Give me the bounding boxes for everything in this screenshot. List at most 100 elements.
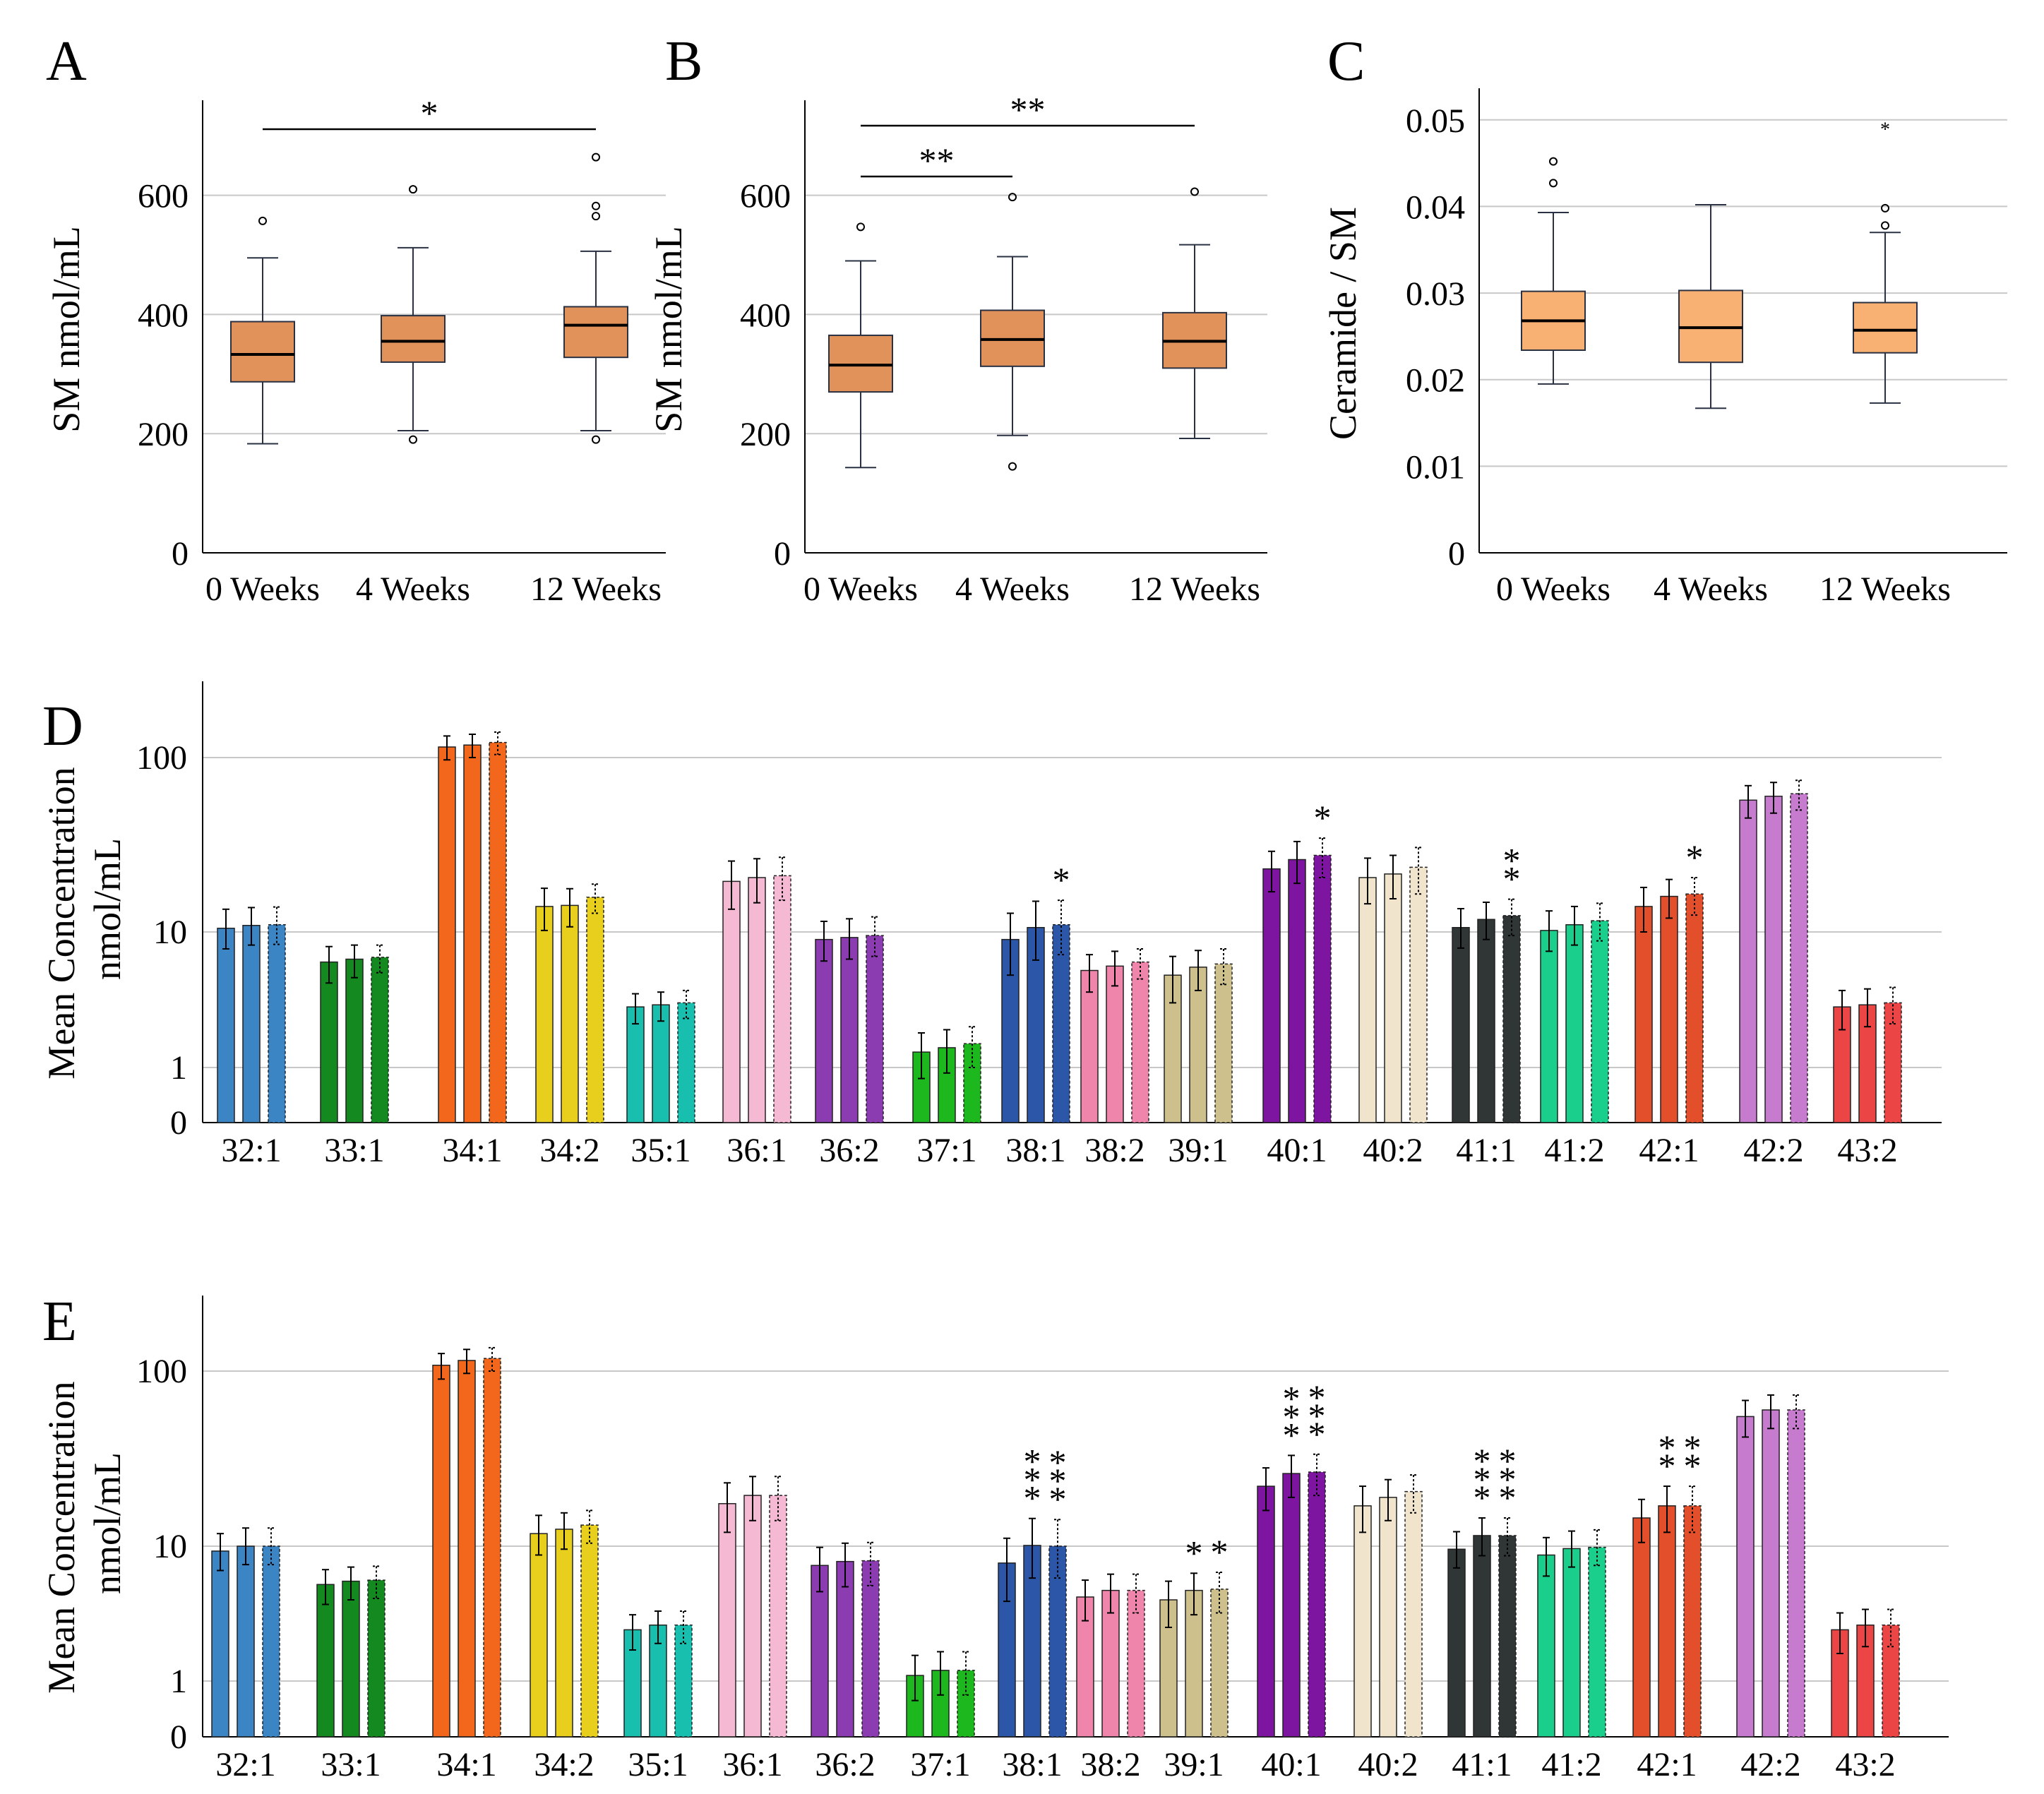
outlier-point [592, 153, 600, 162]
x-tick-label: 0 Weeks [1496, 570, 1610, 608]
y-tick-label: 100 [136, 1353, 187, 1390]
bar-0-weeks [535, 906, 554, 1123]
panel-letter: B [665, 30, 703, 92]
bar-12-weeks [268, 924, 286, 1123]
bar-12-weeks [1313, 854, 1332, 1123]
bar-0-weeks [1739, 799, 1757, 1123]
bar-0-weeks [626, 1006, 645, 1123]
bar-4-weeks [748, 877, 766, 1123]
bar-12-weeks [1048, 1545, 1067, 1738]
x-tick-label: 41:2 [1544, 1132, 1604, 1169]
bar-group-32-1 [217, 906, 286, 1123]
bar-group-34-1 [432, 1346, 501, 1738]
bar-4-weeks [1658, 1505, 1676, 1738]
y-axis-title-line2: nmol/mL [86, 838, 129, 980]
bar-4-weeks [1288, 859, 1306, 1123]
bar-12-weeks [1685, 893, 1704, 1123]
bar-0-weeks [432, 1364, 450, 1738]
box-0-weeks [1521, 157, 1586, 385]
x-tick-label: 37:1 [916, 1132, 976, 1169]
bar-panel-e: E 0 1 10 100 Mean Concentration nmol/mL 32:1 33:… [40, 1291, 1949, 1783]
bar-12-weeks [1884, 1002, 1902, 1123]
x-tick-label: 34:2 [539, 1132, 599, 1169]
bar-4-weeks [652, 1004, 670, 1123]
x-tick-label: 42:2 [1743, 1132, 1803, 1169]
bar-group-42-2 [1736, 1394, 1805, 1738]
bar-4-weeks [840, 937, 859, 1123]
bar-12-weeks [1882, 1624, 1900, 1738]
bar-group-33-1 [320, 944, 389, 1123]
x-tick-label: 37:1 [910, 1746, 970, 1783]
bar-group-40-1 [1262, 837, 1332, 1123]
bar-group-41-1 [1447, 1517, 1517, 1738]
y-tick-label: 400 [740, 297, 791, 334]
box-iqr [230, 321, 295, 383]
y-tick-label: 0 [170, 1104, 187, 1142]
extreme-point: * [1880, 119, 1890, 140]
significance-label: * [1053, 860, 1070, 899]
y-axis-title: Ceramide / SM [1322, 207, 1364, 440]
significance-label: *** [1474, 1441, 1491, 1517]
bar-0-weeks [722, 880, 741, 1123]
x-tick-label: 42:1 [1637, 1746, 1697, 1783]
significance-label: ** [1503, 841, 1521, 899]
y-axis-title-line1: Mean Concentration [40, 1381, 83, 1693]
outlier-point [592, 201, 600, 210]
bar-0-weeks [718, 1502, 736, 1738]
box-0-weeks [828, 222, 893, 469]
y-tick-label: 600 [138, 178, 189, 215]
box-4-weeks [1678, 203, 1743, 409]
x-tick-label: 35:1 [628, 1746, 688, 1783]
bar-12-weeks [674, 1624, 693, 1738]
outlier-point [1549, 179, 1558, 188]
box-0-weeks [230, 216, 295, 445]
x-tick-label: 0 Weeks [205, 570, 320, 608]
box-12-weeks [563, 153, 628, 444]
y-tick-label: 200 [138, 416, 189, 453]
x-tick-label: 33:1 [321, 1746, 381, 1783]
y-tick-label: 1 [170, 1663, 187, 1700]
x-tick-label: 38:1 [1002, 1746, 1062, 1783]
bar-12-weeks [861, 1560, 880, 1738]
x-tick-label: 32:1 [221, 1132, 281, 1169]
bar-12-weeks [1502, 915, 1521, 1123]
bar-12-weeks [1127, 1589, 1145, 1738]
bar-4-weeks [555, 1529, 573, 1738]
significance-label: * [421, 93, 438, 133]
bar-4-weeks [1660, 895, 1678, 1123]
bar-group-35-1 [626, 989, 695, 1123]
outlier-point [592, 435, 600, 444]
box-4-weeks [980, 193, 1045, 471]
bar-4-weeks [1473, 1535, 1491, 1738]
bar-0-weeks [1537, 1554, 1555, 1738]
bar-12-weeks [1308, 1471, 1326, 1738]
outlier-point [856, 222, 865, 232]
significance-label: ** [1010, 90, 1046, 129]
y-axis-title: SM nmol/mL [647, 226, 690, 433]
x-tick-label: 41:1 [1452, 1746, 1512, 1783]
bar-12-weeks [866, 935, 884, 1123]
boxplot-panel-c: C 0 0.01 0.02 0.03 0.04 0.05 Ceramide / SM 0 Wee… [1322, 30, 2007, 608]
bar-4-weeks [1562, 1548, 1581, 1738]
bar-0-weeks [530, 1533, 548, 1738]
y-tick-label: 0 [172, 535, 189, 573]
bar-0-weeks [1358, 877, 1377, 1123]
outlier-point [1190, 187, 1199, 196]
panel-letter: A [46, 30, 87, 92]
bar-12-weeks [1052, 924, 1070, 1123]
bar-12-weeks [1683, 1505, 1702, 1738]
bar-group-38-1 [1001, 899, 1070, 1123]
bar-12-weeks [1409, 866, 1428, 1123]
bar-group-39-1 [1164, 947, 1233, 1123]
x-tick-label: 32:1 [215, 1746, 275, 1783]
x-tick-label: 12 Weeks [1129, 570, 1260, 608]
bar-0-weeks [1262, 868, 1281, 1123]
bar-4-weeks [345, 958, 364, 1123]
bar-group-41-2 [1540, 902, 1609, 1123]
bar-4-weeks [458, 1360, 476, 1738]
bar-group-34-1 [438, 731, 507, 1123]
bar-4-weeks [1565, 924, 1584, 1123]
y-tick-label: 0.03 [1406, 275, 1465, 313]
bar-group-37-1 [906, 1651, 975, 1738]
y-tick-label: 100 [136, 739, 187, 777]
